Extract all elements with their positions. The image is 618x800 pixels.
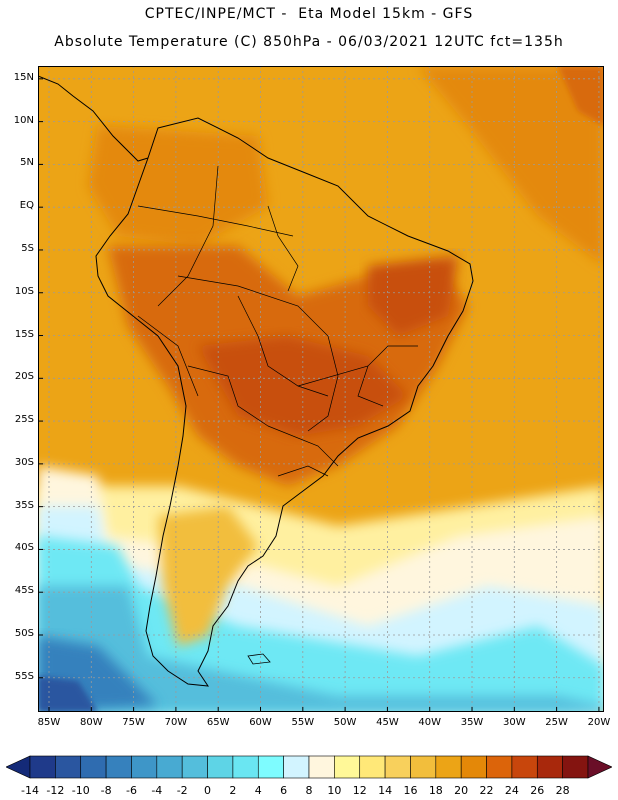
- field-patagonia: [158, 506, 258, 646]
- colorbar-swatch: [80, 755, 107, 779]
- colorbar-swatch: [410, 755, 437, 779]
- colorbar-tick-label: 6: [280, 784, 288, 797]
- latitude-label: 15S: [14, 328, 34, 340]
- colorbar-swatch: [29, 755, 56, 779]
- colorbar-swatch: [181, 755, 208, 779]
- colorbar-swatch: [55, 755, 82, 779]
- colorbar-low-arrow: [5, 755, 31, 779]
- colorbar-tick-label: 24: [504, 784, 519, 797]
- colorbar-swatch: [283, 755, 310, 779]
- colorbar-swatch: [207, 755, 234, 779]
- colorbar-swatch: [334, 755, 361, 779]
- field-deep-blue: [38, 676, 98, 712]
- colorbar-tick-label: 4: [254, 784, 262, 797]
- colorbar-swatch: [156, 755, 183, 779]
- longitude-label: 50W: [333, 717, 357, 728]
- longitude-label: 65W: [206, 717, 230, 728]
- field-ne-brazil-hot: [368, 256, 458, 336]
- longitude-label: 45W: [376, 717, 399, 728]
- latitude-label: 35S: [14, 499, 34, 511]
- colorbar-tick-label: -14: [21, 784, 39, 797]
- latitude-label: EQ: [19, 200, 34, 212]
- longitude-label: 55W: [291, 717, 315, 728]
- colorbar-tick-label: 26: [530, 784, 545, 797]
- colorbar-swatch: [359, 755, 386, 779]
- longitude-label: 70W: [164, 717, 188, 728]
- colorbar-tick-label: 28: [555, 784, 570, 797]
- colorbar-tick-label: 14: [378, 784, 393, 797]
- latitude-label: 5S: [21, 242, 34, 254]
- colorbar-tick-label: 8: [305, 784, 313, 797]
- colorbar-tick-label: 10: [327, 784, 342, 797]
- colorbar-swatch: [511, 755, 538, 779]
- map-title-line-1: CPTEC/INPE/MCT - Eta Model 15km - GFS: [144, 6, 474, 22]
- colorbar-tick-label: -12: [46, 784, 65, 797]
- colorbar-tick-label: 12: [352, 784, 367, 797]
- temperature-map: [38, 66, 604, 712]
- latitude-label: 45S: [14, 585, 34, 597]
- central-america-coastline: [38, 75, 149, 162]
- longitude-label: 80W: [79, 717, 103, 728]
- south-america-coastline: [95, 117, 474, 687]
- longitude-label: 30W: [503, 717, 526, 728]
- latitude-label: 10S: [14, 285, 34, 297]
- latitude-label: 20S: [14, 371, 34, 383]
- colorbar-swatch: [435, 755, 462, 779]
- field-light-blue: [38, 586, 604, 712]
- colorbar-tick-label: -8: [100, 784, 112, 797]
- colorbar-tick-label: 20: [454, 784, 469, 797]
- longitude-label: 75W: [122, 717, 145, 728]
- colorbar-swatch: [536, 755, 563, 779]
- colorbar-tick-label: 18: [428, 784, 443, 797]
- colorbar-swatch: [562, 755, 589, 779]
- colorbar-swatch: [460, 755, 487, 779]
- colorbar-swatch: [232, 755, 259, 779]
- colorbar-tick-label: 22: [479, 784, 494, 797]
- latitude-label: 25S: [14, 414, 34, 426]
- latitude-label: 40S: [14, 542, 34, 554]
- colorbar-tick-label: -10: [71, 784, 90, 797]
- colorbar-swatch: [131, 755, 158, 779]
- falklands: [247, 653, 271, 665]
- colorbar-swatch: [486, 755, 513, 779]
- field-ne-warm: [418, 66, 604, 266]
- latitude-label: 30S: [14, 456, 34, 468]
- colorbar-swatch: [105, 755, 132, 779]
- colorbar-tick-label: -4: [151, 784, 163, 797]
- longitude-label: 35W: [460, 717, 484, 728]
- field-ne-hot: [558, 66, 604, 126]
- map-grid: [38, 66, 604, 712]
- colorbar-tick-label: 0: [204, 784, 212, 797]
- colorbar-tick-label: -6: [125, 784, 137, 797]
- colorbar-tick-label: 16: [403, 784, 418, 797]
- colorbar-tick-label: -2: [176, 784, 188, 797]
- latitude-label: 55S: [14, 670, 34, 682]
- longitude-label: 85W: [37, 717, 61, 728]
- colorbar-swatch: [308, 755, 335, 779]
- longitude-label: 25W: [545, 717, 568, 728]
- colorbar-tick-label: 2: [229, 784, 237, 797]
- temperature-colorbar: [5, 752, 613, 782]
- colorbar-high-arrow: [587, 755, 613, 779]
- longitude-label: 60W: [249, 717, 272, 728]
- latitude-label: 10N: [13, 114, 34, 126]
- map-title-line-2: Absolute Temperature (C) 850hPa - 06/03/…: [54, 34, 564, 50]
- longitude-label: 20W: [587, 717, 611, 728]
- latitude-label: 15N: [13, 71, 34, 83]
- latitude-label: 5N: [20, 157, 34, 169]
- latitude-label: 50S: [14, 627, 34, 639]
- colorbar-swatch: [257, 755, 284, 779]
- colorbar-swatch: [384, 755, 411, 779]
- country-borders: [137, 165, 418, 477]
- longitude-label: 40W: [418, 717, 442, 728]
